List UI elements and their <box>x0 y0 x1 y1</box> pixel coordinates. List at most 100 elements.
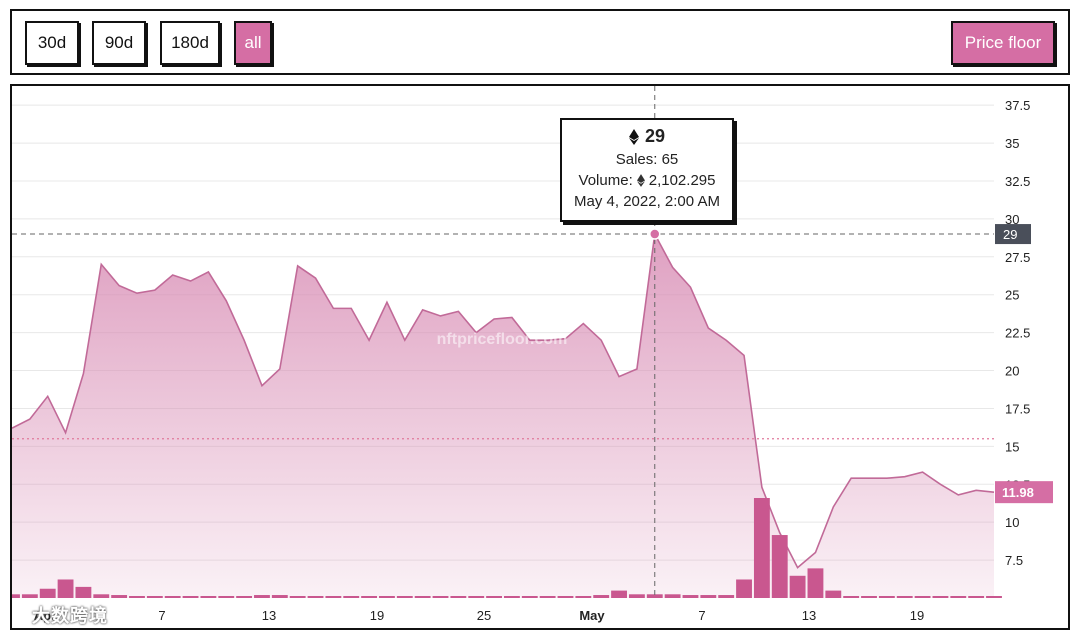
volume-bar <box>129 596 145 598</box>
volume-bar <box>896 596 913 598</box>
x-tick-label: May <box>579 608 605 623</box>
range-30d-button[interactable]: 30d <box>25 21 79 65</box>
y-tick-label: 27.5 <box>1005 250 1030 265</box>
y-tick-label: 22.5 <box>1005 326 1030 341</box>
y-tick-label: 10 <box>1005 515 1019 530</box>
volume-bar <box>414 596 431 598</box>
volume-bar <box>557 596 574 598</box>
volume-bar <box>914 596 931 598</box>
volume-bar <box>111 595 128 598</box>
y-tick-label: 37.5 <box>1005 98 1030 113</box>
tooltip-volume-value: 2,102.295 <box>648 172 716 189</box>
volume-bar <box>218 596 235 598</box>
crosshair-badge-label: 29 <box>1003 227 1017 242</box>
volume-bar <box>700 595 717 598</box>
volume-bar <box>39 588 56 598</box>
volume-bar <box>521 596 538 598</box>
volume-bar <box>379 596 395 598</box>
volume-bar <box>861 596 877 598</box>
range-all-button[interactable]: all <box>234 21 272 65</box>
volume-bar <box>593 595 610 598</box>
price-line <box>12 231 995 569</box>
volume-bar <box>575 596 592 598</box>
last-price-badge-label: 11.98 <box>1002 485 1034 500</box>
range-toolbar: 30d 90d 180d all Price floor <box>10 9 1070 75</box>
price-area <box>12 234 994 599</box>
volume-bar <box>718 595 735 598</box>
range-180d-button[interactable]: 180d <box>160 21 220 65</box>
volume-bar <box>878 596 895 598</box>
x-tick-label: 25 <box>477 608 491 623</box>
volume-bar <box>57 579 74 598</box>
volume-bar <box>182 596 199 598</box>
volume-bar <box>539 596 556 598</box>
volume-bar <box>825 590 842 598</box>
volume-bar <box>289 596 306 598</box>
volume-bar <box>628 594 645 598</box>
y-tick-label: 17.5 <box>1005 401 1030 416</box>
x-tick-label: 19 <box>910 608 924 623</box>
volume-bar <box>968 596 985 598</box>
volume-bar <box>504 596 520 598</box>
x-tick-label: 7 <box>698 608 705 623</box>
x-tick-label: Apr <box>34 608 56 623</box>
volume-bar <box>611 590 627 598</box>
price-chart[interactable]: 37.53532.53027.52522.52017.51512.5107.5n… <box>10 84 1070 630</box>
tooltip-volume-label: Volume: <box>578 172 633 189</box>
volume-bar <box>325 596 342 598</box>
crosshair-badge <box>995 224 1031 245</box>
ethereum-icon <box>636 174 645 187</box>
volume-bar <box>843 596 860 598</box>
x-tick-label: 13 <box>262 608 276 623</box>
volume-bar <box>146 596 163 598</box>
volume-bar <box>21 594 38 598</box>
y-tick-label: 32.5 <box>1005 174 1030 189</box>
volume-bar <box>200 596 217 598</box>
volume-bar <box>450 596 467 598</box>
x-tick-label: 19 <box>370 608 384 623</box>
volume-bar <box>486 596 502 598</box>
volume-bar <box>771 535 788 598</box>
volume-bar <box>164 596 181 598</box>
y-tick-label: 30 <box>1005 212 1019 227</box>
volume-bar <box>986 596 1002 598</box>
y-tick-label: 35 <box>1005 136 1019 151</box>
crosshair-point <box>649 228 661 240</box>
volume-bar <box>254 595 270 598</box>
volume-bar <box>93 594 110 598</box>
tooltip-date: May 4, 2022, 2:00 AM <box>574 193 720 210</box>
x-tick-label: 13 <box>802 608 816 623</box>
volume-bar <box>271 595 288 598</box>
volume-bar <box>75 586 92 598</box>
volume-bar <box>753 498 770 598</box>
corner-watermark: 大数跨境 <box>32 606 108 626</box>
volume-bar <box>807 568 824 598</box>
tooltip-sales: Sales: 65 <box>615 151 679 168</box>
volume-bar <box>12 594 20 598</box>
chart-svg[interactable]: 37.53532.53027.52522.52017.51512.5107.5n… <box>12 86 1068 628</box>
volume-bar <box>236 596 253 598</box>
last-price-badge <box>995 481 1053 504</box>
volume-bar <box>396 596 413 598</box>
volume-bar <box>468 596 485 598</box>
tooltip-volume-row: Volume: 2,102.295 <box>562 172 732 189</box>
volume-bar <box>432 596 449 598</box>
volume-bar <box>343 596 360 598</box>
volume-bar <box>646 594 663 598</box>
volume-bar <box>932 596 949 598</box>
price-floor-button[interactable]: Price floor <box>951 21 1055 65</box>
volume-bar <box>664 594 681 598</box>
x-tick-label: 7 <box>158 608 165 623</box>
ethereum-icon <box>628 128 639 145</box>
y-tick-label: 15 <box>1005 439 1019 454</box>
volume-bar <box>307 596 324 598</box>
volume-bar <box>736 579 752 598</box>
volume-bar <box>789 575 806 598</box>
volume-bar <box>682 595 699 598</box>
y-tick-label: 25 <box>1005 288 1019 303</box>
range-90d-button[interactable]: 90d <box>92 21 146 65</box>
y-tick-label: 20 <box>1005 364 1019 379</box>
chart-watermark: nftpricefloor.com <box>437 331 568 348</box>
volume-bar <box>361 596 378 598</box>
volume-bar <box>950 596 967 598</box>
